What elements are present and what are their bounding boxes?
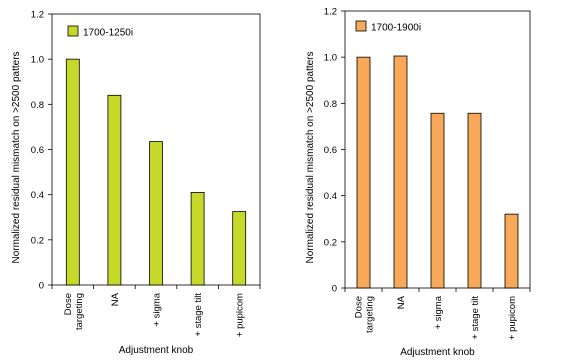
bar <box>190 192 205 286</box>
bar <box>504 213 519 289</box>
y-tick-label: 0.4 <box>31 190 44 201</box>
y-tick-label: 0.6 <box>324 145 337 156</box>
y-tick-label: 0.8 <box>324 99 337 110</box>
x-tick-label: Dose <box>354 296 365 318</box>
x-tick-label: + sigma <box>433 295 444 329</box>
y-tick-label: 0.6 <box>31 145 44 156</box>
x-tick-label: Dose <box>63 293 74 315</box>
chart-panel-1: 0 0.2 0.4 0.6 0.8 1.0 1.2 Dose targeting NA + sigm… <box>11 10 261 356</box>
y-tick-label: 1.2 <box>31 10 44 21</box>
bar <box>430 112 445 289</box>
y-tick-label: 0 <box>39 281 44 292</box>
x-axis-title: Adjustment knob <box>119 345 194 356</box>
bar <box>356 56 371 289</box>
x-tick-label: + sigma <box>152 292 163 326</box>
y-tick-label: 1.0 <box>31 55 44 66</box>
bar <box>467 112 482 289</box>
bar <box>107 94 122 286</box>
bar <box>393 55 408 289</box>
y-tick-label: 0 <box>332 284 337 295</box>
y-tick-label: 1.0 <box>324 53 337 64</box>
y-tick-label: 1.2 <box>324 7 337 18</box>
y-tick-label: 0.2 <box>324 237 337 248</box>
bar <box>149 141 163 286</box>
x-tick-label: + stage tilt <box>470 296 481 340</box>
x-tick-label: targeting <box>365 296 376 333</box>
y-tick-label: 0.2 <box>31 235 44 246</box>
legend-swatch <box>67 25 79 37</box>
x-tick-label: targeting <box>74 293 85 330</box>
bar <box>65 58 80 286</box>
y-tick-label: 0.4 <box>324 191 337 202</box>
bar <box>232 211 247 286</box>
x-axis-title: Adjustment knob <box>400 347 475 358</box>
x-tick-label: NA <box>396 295 407 309</box>
legend-swatch <box>355 20 367 32</box>
x-tick-label: + pupicom <box>507 296 518 340</box>
y-axis-title: Normalized residual mismatch on >2500 pa… <box>11 51 22 263</box>
y-axis-title: Normalized residual mismatch on >2500 pa… <box>305 51 316 263</box>
legend-label: 1700-1900i <box>371 23 421 34</box>
x-tick-label: + pupicom <box>235 293 246 337</box>
x-tick-label: NA <box>110 292 121 306</box>
legend-label: 1700-1250i <box>83 28 133 39</box>
x-tick-label: + stage tilt <box>193 293 204 337</box>
y-tick-label: 0.8 <box>31 100 44 111</box>
chart-panel-2: 0 0.2 0.4 0.6 0.8 1.0 1.2 Dose targeting NA + sigm… <box>305 7 531 358</box>
